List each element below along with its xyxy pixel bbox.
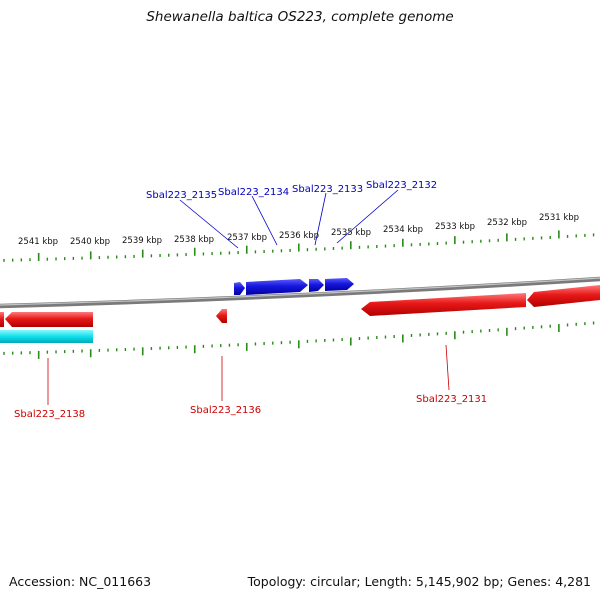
accession-text: Accession: NC_011663 <box>9 574 152 589</box>
ruler-label: 2533 kbp <box>435 222 475 232</box>
gene-arrow-partial-right[interactable] <box>527 285 600 307</box>
gene-label-sbal223-2134[interactable]: Sbal223_2134 <box>218 187 289 198</box>
upper-tick-marks <box>3 230 595 262</box>
ruler-label: 2532 kbp <box>487 218 527 228</box>
gene-arrow-sbal223-2131[interactable] <box>361 293 526 316</box>
connector-sbal223-2135 <box>179 199 239 249</box>
genome-stats-text: Topology: circular; Length: 5,145,902 bp… <box>247 574 591 589</box>
gene-label-sbal223-2138[interactable]: Sbal223_2138 <box>14 409 85 420</box>
rna-feature-bar[interactable] <box>0 330 93 343</box>
gene-arrow-partial-left[interactable] <box>0 312 4 327</box>
upper-tick-ruler: 2541 kbp 2540 kbp 2539 kbp 2538 kbp 2537… <box>3 213 595 262</box>
ruler-label: 2535 kbp <box>331 228 371 238</box>
gene-arrow-sbal223-2138[interactable] <box>5 312 93 327</box>
gene-label-sbal223-2132[interactable]: Sbal223_2132 <box>366 180 437 191</box>
ruler-label: 2538 kbp <box>174 235 214 245</box>
genome-backbone-highlight <box>0 277 600 306</box>
connector-sbal223-2131 <box>445 344 450 391</box>
gene-arrow-sbal223-2136[interactable] <box>216 309 227 323</box>
gene-label-sbal223-2135[interactable]: Sbal223_2135 <box>146 190 217 201</box>
upper-ruler-labels: 2541 kbp 2540 kbp 2539 kbp 2538 kbp 2537… <box>18 213 579 247</box>
reverse-strand-genes <box>0 285 600 327</box>
gene-label-sbal223-2136[interactable]: Sbal223_2136 <box>190 405 261 416</box>
gene-label-connectors <box>47 189 450 405</box>
gene-arrow-sbal223-2134[interactable] <box>246 279 308 295</box>
gene-label-sbal223-2131[interactable]: Sbal223_2131 <box>416 394 487 405</box>
gene-arrow-sbal223-2132[interactable] <box>325 278 354 291</box>
gene-arrow-sbal223-2133[interactable] <box>309 279 324 292</box>
ruler-label: 2531 kbp <box>539 213 579 223</box>
gene-labels: Sbal223_2135 Sbal223_2134 Sbal223_2133 S… <box>14 180 487 420</box>
gene-label-sbal223-2133[interactable]: Sbal223_2133 <box>292 184 363 195</box>
connector-sbal223-2134 <box>251 195 278 246</box>
gene-arrow-sbal223-2135[interactable] <box>234 282 245 295</box>
ruler-label: 2540 kbp <box>70 237 110 247</box>
map-title: Shewanella baltica OS223, complete genom… <box>146 9 454 25</box>
ruler-label: 2534 kbp <box>383 225 423 235</box>
forward-strand-genes <box>234 278 354 295</box>
ruler-label: 2537 kbp <box>227 233 267 243</box>
ruler-label: 2539 kbp <box>122 236 162 246</box>
ruler-label: 2541 kbp <box>18 237 58 247</box>
ruler-label: 2536 kbp <box>279 231 319 241</box>
connector-sbal223-2132 <box>336 189 399 244</box>
lower-tick-ruler <box>3 321 595 359</box>
genome-backbone <box>0 276 600 309</box>
connector-sbal223-2133 <box>314 192 327 246</box>
